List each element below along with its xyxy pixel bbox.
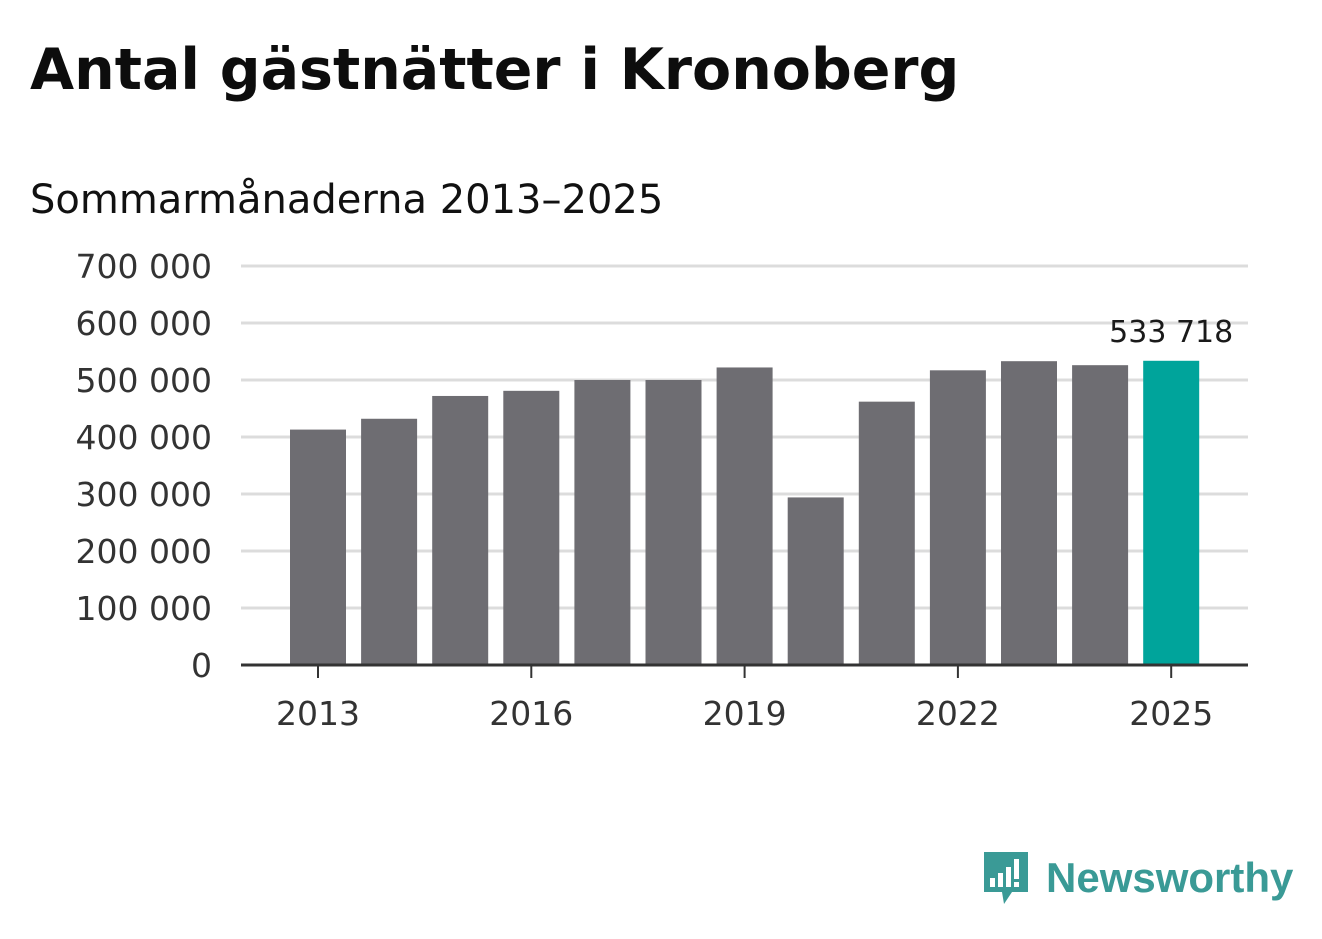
- annotations: 533 718: [1109, 315, 1233, 350]
- x-tick-label: 2022: [916, 694, 1000, 733]
- bar-2018: [645, 380, 702, 665]
- y-tick-label: 600 000: [76, 304, 212, 343]
- bar-2022: [929, 370, 986, 665]
- y-axis-tick-labels: 0 100 000 200 000 300 000 400 000 500 000 600 …: [76, 247, 212, 685]
- bar-2017: [574, 380, 631, 665]
- x-tick-label: 2025: [1129, 694, 1213, 733]
- x-axis: [241, 663, 1248, 678]
- bar-2020: [787, 497, 844, 665]
- bar-2025: [1143, 360, 1200, 665]
- bar-2013: [290, 429, 346, 665]
- data-label: 533 718: [1109, 315, 1233, 350]
- y-tick-label: 300 000: [76, 475, 212, 514]
- y-tick-label: 100 000: [76, 589, 212, 628]
- chart-subtitle: Sommarmånaderna 2013–2025: [30, 177, 664, 223]
- bars: [290, 360, 1200, 665]
- y-tick-label: 400 000: [76, 418, 212, 457]
- bar-2015: [432, 395, 489, 665]
- bar-2024: [1072, 365, 1129, 665]
- x-axis-tick-labels: 2013 2016 2019 2022 2025: [276, 694, 1213, 733]
- newsworthy-logo-icon: [984, 852, 1028, 904]
- y-tick-label: 500 000: [76, 361, 212, 400]
- x-tick-label: 2019: [703, 694, 787, 733]
- bar-2019: [716, 367, 773, 665]
- bar-2014: [361, 418, 418, 665]
- x-tick-label: 2016: [489, 694, 573, 733]
- x-tick-label: 2013: [276, 694, 360, 733]
- brand-logo: Newsworthy: [980, 846, 1293, 910]
- y-tick-label: 0: [191, 646, 212, 685]
- bar-2021: [858, 401, 915, 665]
- y-tick-label: 700 000: [76, 247, 212, 286]
- chart-title: Antal gästnätter i Kronoberg: [30, 37, 960, 103]
- brand-name: Newsworthy: [1046, 854, 1294, 901]
- bar-2023: [1001, 361, 1057, 665]
- y-tick-label: 200 000: [76, 532, 212, 571]
- bar-2016: [503, 390, 560, 665]
